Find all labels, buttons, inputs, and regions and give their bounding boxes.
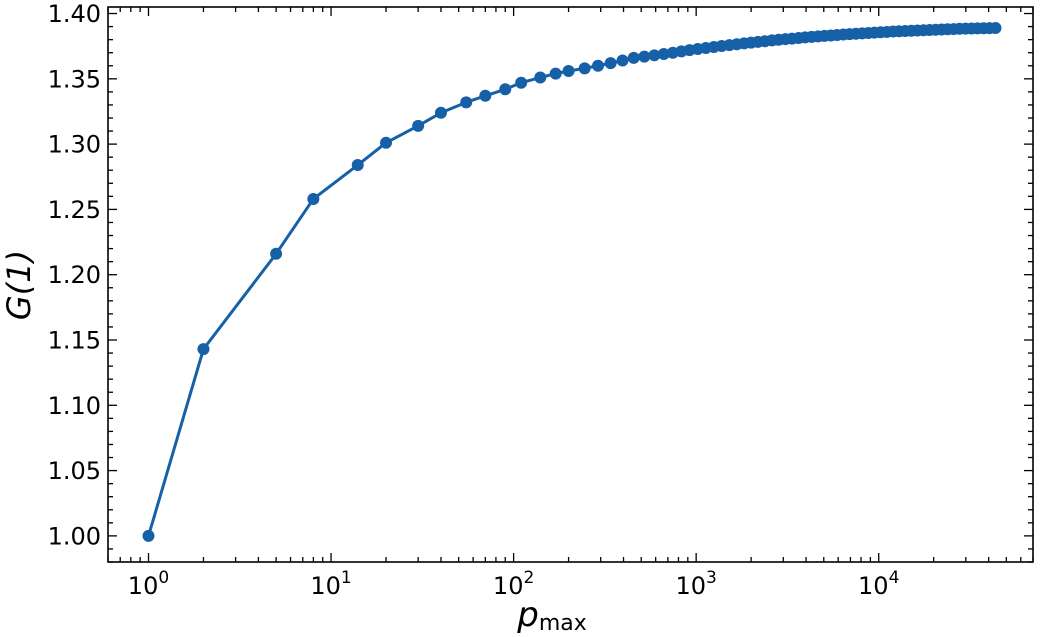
data-point [549,67,562,80]
data-point [351,159,364,172]
data-point [197,343,210,356]
x-tick-label: 100 [128,568,169,600]
x-axis-label-subscript: max [539,611,587,636]
x-tick-label-exponent: 1 [341,568,352,588]
ticks-layer: 100 101 102 103 1041.001.051.101.151.201.251… [48,0,1034,600]
x-tick-label-exponent: 3 [706,568,717,588]
plot-frame [107,6,1034,563]
data-point [270,247,283,260]
data-point [638,50,651,63]
data-point [515,76,528,89]
y-tick-label: 1.30 [48,131,101,159]
data-point [479,89,492,102]
y-axis-label: G(1) [0,250,38,320]
data-point [562,64,575,77]
y-tick-label: 1.20 [48,261,101,289]
x-tick-label: 102 [493,568,534,600]
data-point [434,106,447,119]
x-tick-label: 103 [675,568,716,600]
x-tick-label-base: 10 [675,572,706,600]
x-tick-label-exponent: 2 [523,568,534,588]
x-axis-label: pmax [516,595,587,636]
data-point [412,119,425,132]
data-point [307,192,320,205]
y-tick-label: 1.00 [48,522,101,550]
y-tick-label: 1.25 [48,196,101,224]
data-point [604,57,617,70]
x-tick-label-exponent: 4 [889,568,900,588]
data-point [616,54,629,67]
data-point [380,136,393,149]
data-point [989,22,1002,35]
x-tick-label-base: 10 [493,572,524,600]
x-axis-label-main: p [516,595,539,635]
data-point [142,529,155,542]
y-tick-label: 1.05 [48,457,101,485]
series-line [147,26,996,537]
y-tick-label: 1.40 [48,0,101,28]
x-tick-label-base: 10 [310,572,341,600]
data-point [648,49,661,62]
series-layer [142,22,1002,542]
data-point [592,59,605,72]
x-tick-label-exponent: 0 [158,568,169,588]
data-point [627,51,640,64]
x-tick-label: 104 [858,568,899,600]
x-tick-label-base: 10 [128,572,159,600]
y-tick-label: 1.10 [48,392,101,420]
y-tick-label: 1.35 [48,65,101,93]
data-point [534,71,547,84]
y-tick-label: 1.15 [48,327,101,355]
data-point [657,48,670,61]
x-tick-label: 101 [310,568,351,600]
x-tick-label-base: 10 [858,572,889,600]
data-point [578,62,591,75]
data-point [460,96,473,109]
data-point [499,83,512,96]
